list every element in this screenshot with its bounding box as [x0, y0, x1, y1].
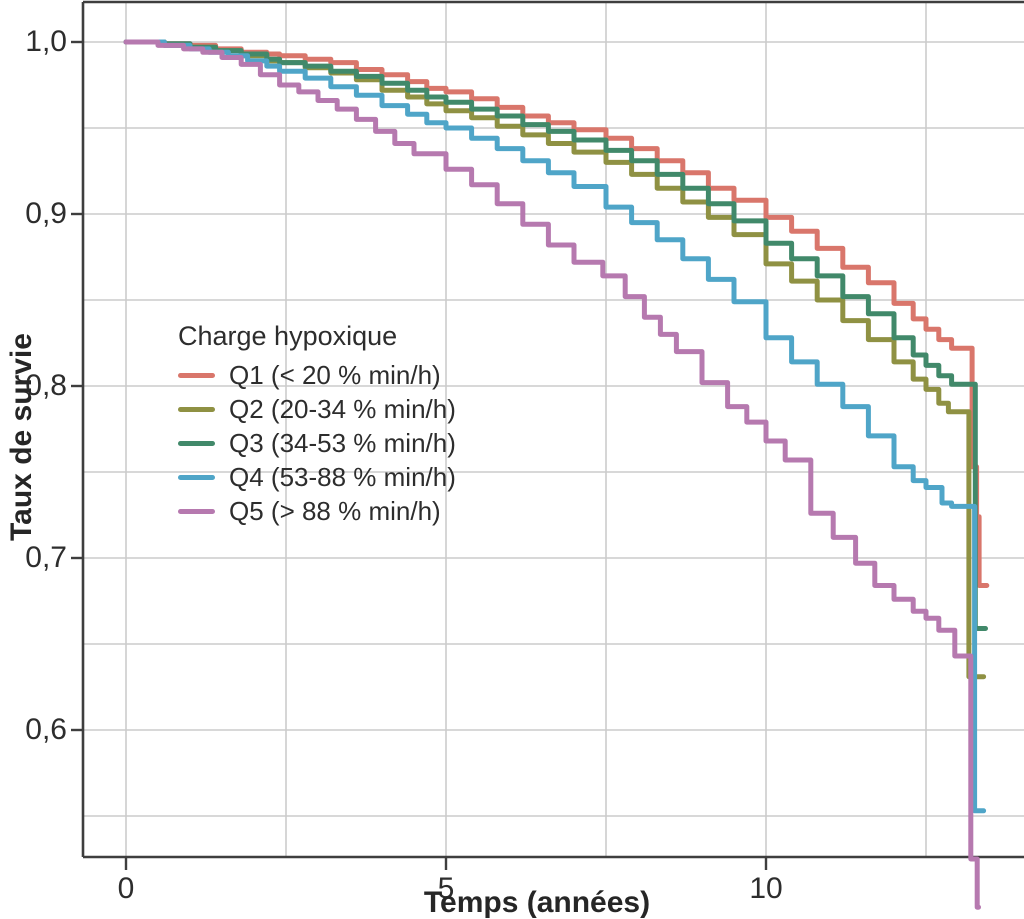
legend-title: Charge hypoxique — [178, 321, 398, 351]
legend-item-label: Q4 (53-88 % min/h) — [229, 461, 456, 492]
legend-item-q4: Q4 (53-88 % min/h) — [178, 460, 456, 494]
legend-item-q2: Q2 (20-34 % min/h) — [178, 392, 456, 426]
legend-item-q5: Q5 (> 88 % min/h) — [178, 494, 456, 528]
chart-legend: Charge hypoxique Q1 (< 20 % min/h) Q2 (2… — [178, 320, 456, 528]
x-tick-label: 0 — [117, 872, 135, 905]
legend-item-label: Q5 (> 88 % min/h) — [229, 495, 441, 526]
series-curve-q1 — [123, 39, 990, 588]
series-curve-q5 — [123, 39, 981, 910]
y-tick-label: 0,8 — [25, 369, 67, 402]
y-tick-label: 0,6 — [25, 713, 67, 746]
x-tick-label: 10 — [749, 872, 783, 905]
legend-item-q1: Q1 (< 20 % min/h) — [178, 358, 456, 392]
q3-line-swatch — [178, 440, 215, 446]
q4-line-swatch — [178, 474, 215, 480]
y-tick-label: 0,7 — [25, 541, 67, 574]
legend-item-label: Q2 (20-34 % min/h) — [229, 393, 456, 424]
y-tick-label: 0,9 — [25, 197, 67, 230]
q2-line-swatch — [178, 406, 215, 412]
y-axis-title: Taux de survie — [5, 333, 38, 541]
x-tick-label: 5 — [437, 872, 455, 905]
legend-item-label: Q3 (34-53 % min/h) — [229, 427, 456, 458]
series-curve-q3 — [123, 39, 988, 631]
q1-line-swatch — [178, 372, 215, 378]
legend-item-label: Q1 (< 20 % min/h) — [229, 359, 441, 390]
y-tick-label: 1,0 — [25, 25, 67, 58]
q5-line-swatch — [178, 508, 215, 514]
x-axis-title: Temps (années) — [423, 886, 651, 919]
series-curve-q4 — [123, 39, 987, 814]
legend-item-q3: Q3 (34-53 % min/h) — [178, 426, 456, 460]
